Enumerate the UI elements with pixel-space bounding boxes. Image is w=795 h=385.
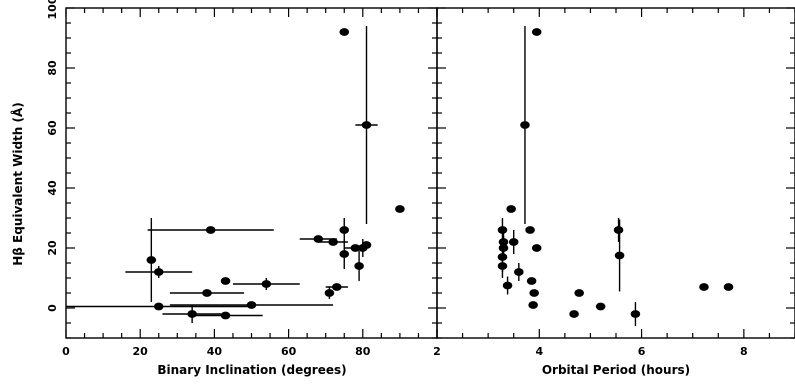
x-tick-label: 0 xyxy=(62,345,70,358)
data-point xyxy=(508,238,519,246)
data-point xyxy=(528,301,538,309)
data-point xyxy=(525,226,535,234)
data-point xyxy=(361,121,372,129)
x-tick-label: 40 xyxy=(207,345,223,358)
data-point xyxy=(613,226,624,234)
data-point xyxy=(332,283,342,291)
y-tick-label: 100 xyxy=(46,0,59,19)
x-tick-label: 6 xyxy=(638,345,646,358)
data-point xyxy=(220,311,231,320)
data-point xyxy=(313,235,324,243)
x-tick-label: 20 xyxy=(133,345,149,358)
data-point xyxy=(498,244,509,252)
data-point xyxy=(328,238,338,246)
data-point xyxy=(202,289,212,297)
data-point xyxy=(497,262,508,270)
panel-left: 0 20 40 60 80 0 20 40 60 80 100 xyxy=(46,0,438,358)
data-point xyxy=(574,289,584,297)
data-point xyxy=(153,268,164,276)
data-point xyxy=(246,301,257,309)
data-point xyxy=(723,283,734,291)
panel-right: 2 4 6 8 xyxy=(433,7,795,358)
x-axis-title-left: Binary Inclination (degrees) xyxy=(157,363,346,377)
plot-frame-left xyxy=(65,7,438,339)
data-point xyxy=(187,310,197,318)
x-tick-label: 8 xyxy=(740,345,748,358)
x-tick-label: 80 xyxy=(355,345,371,358)
data-point xyxy=(520,121,530,129)
data-point xyxy=(506,205,516,213)
data-point xyxy=(205,226,216,234)
data-point xyxy=(569,310,579,318)
x-tick-label: 60 xyxy=(281,345,297,358)
data-point xyxy=(699,283,709,291)
data-point xyxy=(529,289,539,297)
data-point xyxy=(358,244,368,252)
data-point xyxy=(614,251,625,260)
x-axis-title-right: Orbital Period (hours) xyxy=(542,363,690,377)
data-point xyxy=(514,268,524,276)
y-tick-label: 60 xyxy=(46,120,59,136)
data-point xyxy=(220,277,231,285)
data-point xyxy=(350,244,361,252)
data-point xyxy=(502,281,513,290)
data-point xyxy=(531,28,542,36)
data-point xyxy=(531,244,542,252)
data-point xyxy=(324,289,335,297)
data-point xyxy=(395,205,405,213)
y-tick-label: 0 xyxy=(46,304,59,312)
data-point xyxy=(339,226,350,234)
data-point xyxy=(630,310,641,318)
data-point xyxy=(339,250,350,258)
data-point xyxy=(354,262,364,270)
x-tick-label: 2 xyxy=(433,345,441,358)
data-point xyxy=(153,302,164,311)
data-point xyxy=(261,280,272,288)
data-point xyxy=(526,277,537,285)
y-tick-label: 40 xyxy=(46,180,59,196)
plot-frame-right xyxy=(436,7,795,339)
y-tick-label: 80 xyxy=(46,60,59,76)
x-tick-label: 4 xyxy=(535,345,543,358)
y-axis-title: Hβ Equivalent Width (Å) xyxy=(10,102,25,266)
data-point xyxy=(339,28,350,36)
data-point xyxy=(595,302,606,311)
y-tick-label: 20 xyxy=(46,240,59,256)
data-point xyxy=(146,256,157,264)
data-point xyxy=(497,226,508,234)
